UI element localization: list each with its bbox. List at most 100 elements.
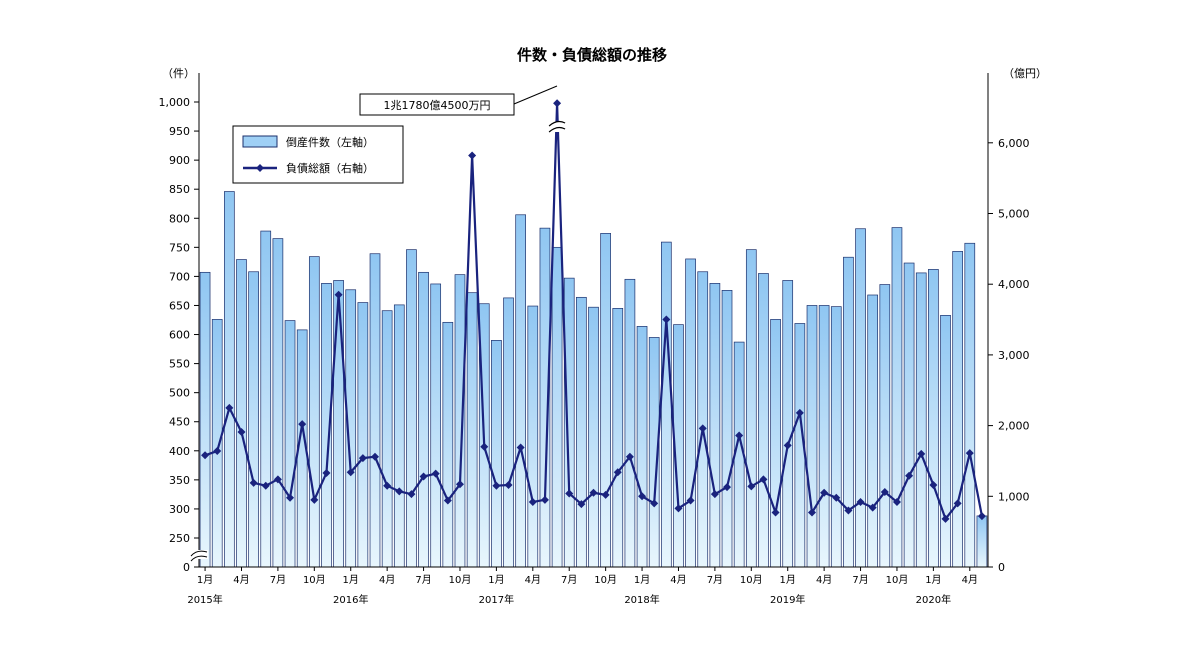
line-point-1 [213, 447, 222, 456]
axis-break-mark [190, 550, 208, 557]
bar-50 [806, 305, 818, 568]
break-mark [548, 120, 566, 127]
x-month-label: 10月 [594, 574, 617, 586]
line-point-37 [650, 499, 659, 508]
line-point-8 [298, 420, 307, 429]
bar-25 [503, 297, 514, 568]
x-month-label: 10月 [449, 574, 472, 586]
callout-box [359, 93, 515, 116]
x-month-label: 10月 [303, 574, 326, 586]
bar-52 [830, 306, 842, 568]
line-point-17 [407, 490, 416, 499]
line-point-18 [419, 472, 428, 481]
line-point-47 [771, 508, 780, 517]
line-point-48 [783, 441, 792, 450]
left-tick-label: 550 [169, 358, 190, 371]
bar-54 [855, 228, 866, 568]
bar-59 [915, 272, 927, 568]
legend-line-label: 負債総額（右軸） [286, 161, 374, 175]
bar-16 [393, 304, 405, 568]
line-point-23 [480, 442, 489, 451]
line-point-2 [225, 403, 234, 412]
line-point-4 [249, 478, 258, 487]
bar-11 [333, 280, 344, 568]
line-point-36 [638, 492, 647, 501]
left-tick-label: 400 [169, 445, 190, 458]
right-tick-label: 5,000 [998, 208, 1030, 221]
line-point-15 [383, 481, 392, 490]
line-point-62 [953, 499, 962, 508]
bar-1 [211, 319, 223, 568]
axis-break-mark [190, 555, 208, 562]
x-month-label: 1月 [343, 574, 359, 586]
line-point-16 [395, 487, 404, 496]
left-tick-label: 0 [183, 561, 190, 574]
line-point-33 [601, 490, 610, 499]
line-point-14 [371, 452, 380, 461]
left-tick-label: 950 [169, 125, 190, 138]
bar-20 [442, 321, 454, 568]
axis-break-mask [190, 550, 208, 559]
bar-64 [976, 515, 988, 568]
line-point-46 [759, 475, 768, 484]
line-point-10 [322, 468, 331, 477]
legend-bar-swatch [242, 135, 278, 148]
line-point-13 [358, 454, 367, 463]
x-month-label: 7月 [415, 574, 431, 586]
line-point-59 [917, 449, 926, 458]
line-point-56 [880, 488, 889, 497]
x-year-label: 2020年 [916, 593, 951, 606]
bar-5 [260, 230, 272, 568]
line-point-11 [334, 290, 343, 299]
line-point-38 [662, 315, 671, 324]
bar-24 [491, 340, 502, 568]
bar-0 [199, 271, 211, 568]
chart-title: 件数・負債総額の推移 [517, 46, 667, 64]
line-point-52 [832, 493, 841, 502]
bar-36 [636, 326, 648, 568]
left-tick-label: 300 [169, 503, 190, 516]
line-point-49 [795, 408, 804, 417]
line-point-28 [540, 495, 549, 504]
break-mark [548, 126, 566, 133]
left-tick-label: 750 [169, 241, 190, 254]
bar-6 [272, 238, 284, 568]
line-point-45 [747, 482, 756, 491]
left-tick-label: 350 [169, 474, 190, 487]
x-month-label: 7月 [852, 574, 868, 586]
bar-9 [308, 256, 320, 568]
line-point-29 [553, 99, 562, 108]
line-point-51 [820, 488, 829, 497]
left-axis: 0 250 300 350 400 450 500 550 600 650 700 750 800 850… [159, 96, 208, 574]
x-month-label: 4月 [525, 574, 541, 586]
bar-14 [369, 253, 381, 568]
line-point-64 [977, 512, 986, 521]
x-month-label: 1月 [780, 574, 796, 586]
bar-61 [940, 315, 951, 568]
line-point-12 [346, 468, 355, 477]
callout-text: 1兆1780億4500万円 [384, 99, 491, 112]
bar-19 [430, 283, 442, 568]
line-point-9 [310, 495, 319, 504]
x-month-label: 1月 [634, 574, 650, 586]
left-tick-label: 1,000 [159, 96, 191, 109]
line-point-61 [941, 514, 950, 523]
bar-40 [685, 258, 696, 568]
line-point-24 [492, 481, 501, 490]
line-point-44 [735, 431, 744, 440]
x-year-label: 2015年 [187, 593, 222, 606]
line-point-34 [613, 468, 622, 477]
left-tick-label: 650 [169, 299, 190, 312]
right-tick-label: 1,000 [998, 490, 1030, 503]
line-point-7 [286, 493, 295, 502]
x-month-label: 7月 [561, 574, 577, 586]
line-point-41 [698, 424, 707, 433]
left-tick-label: 600 [169, 329, 190, 342]
bar-34 [612, 308, 624, 568]
right-tick-label: 4,000 [998, 278, 1030, 291]
bar-45 [745, 249, 757, 568]
line-point-53 [844, 506, 853, 515]
bar-46 [758, 273, 769, 568]
bar-47 [770, 319, 781, 568]
line-point-63 [965, 449, 974, 458]
